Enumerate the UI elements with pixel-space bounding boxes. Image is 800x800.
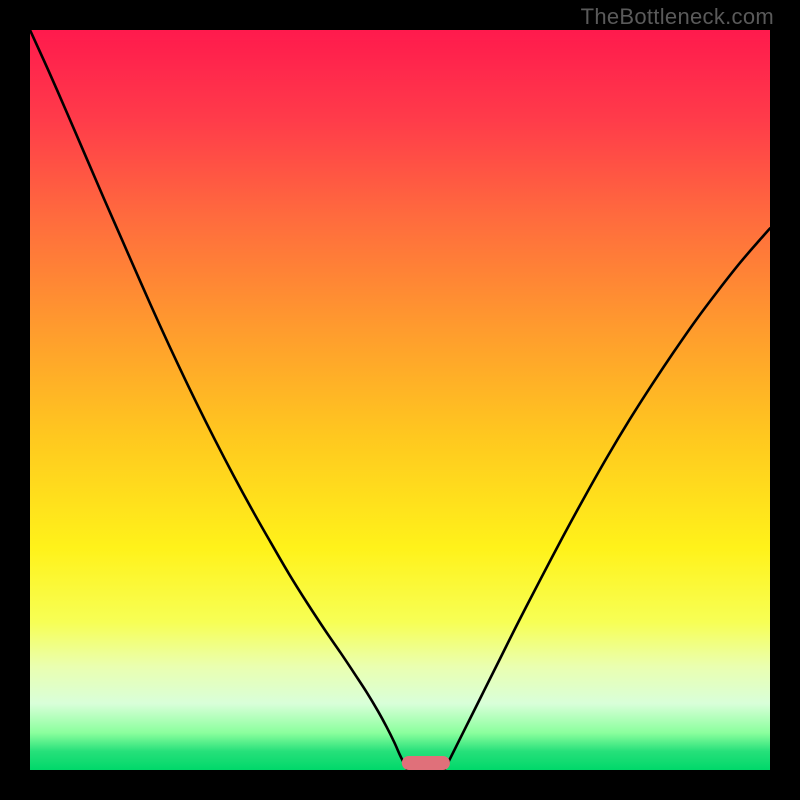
optimal-marker [402, 756, 450, 770]
bottleneck-chart [0, 0, 800, 800]
watermark-text: TheBottleneck.com [581, 4, 774, 30]
gradient-background [30, 30, 770, 770]
chart-container: TheBottleneck.com [0, 0, 800, 800]
